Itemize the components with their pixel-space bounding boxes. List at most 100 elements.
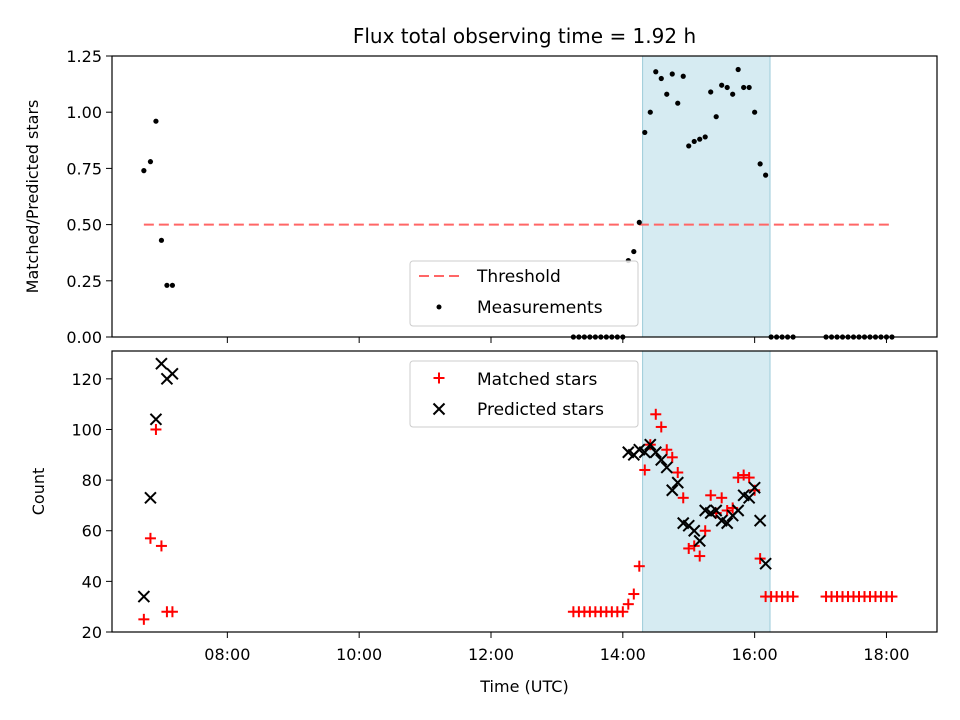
predicted-star-point bbox=[753, 514, 767, 527]
predicted-star-point bbox=[655, 453, 668, 467]
predicted-star-point bbox=[638, 446, 651, 459]
y-tick-label-bottom: 80 bbox=[82, 471, 102, 490]
matched-star-point bbox=[666, 451, 678, 463]
y-tick-label-bottom: 120 bbox=[71, 370, 102, 389]
x-tick-label: 18:00 bbox=[863, 645, 909, 664]
measurement-point bbox=[763, 172, 769, 178]
measurement-point bbox=[713, 114, 719, 120]
measurement-point bbox=[153, 118, 159, 124]
predicted-star-point bbox=[671, 476, 684, 489]
legend-predicted-swatch bbox=[432, 402, 446, 416]
matched-star-point bbox=[639, 464, 651, 476]
measurement-point bbox=[653, 69, 659, 75]
matched-star-point bbox=[622, 598, 634, 610]
x-tick-label: 12:00 bbox=[468, 645, 514, 664]
legend-predicted-label: Predicted stars bbox=[477, 400, 604, 420]
legend-top-box bbox=[409, 260, 639, 327]
predicted-star-point bbox=[742, 491, 756, 505]
x-tick-label: 08:00 bbox=[204, 645, 250, 664]
legend-matched-swatch bbox=[433, 372, 445, 384]
y-tick-label-top: 0.75 bbox=[66, 159, 102, 178]
measurement-point bbox=[724, 84, 730, 91]
matched-star-point bbox=[683, 542, 695, 554]
top-panel: 0.00 0.25 0.50 0.75 1.00 1.25 Flux total obse… bbox=[23, 24, 938, 347]
measurement-point bbox=[631, 248, 637, 255]
legend-bottom-box bbox=[409, 360, 639, 428]
chart-title: Flux total observing time = 1.92 h bbox=[353, 24, 696, 48]
legend-matched-label: Matched stars bbox=[477, 370, 597, 390]
measurement-point bbox=[664, 91, 670, 97]
matched-star-point bbox=[716, 492, 728, 504]
matched-star-point bbox=[886, 591, 898, 603]
x-tick-label: 14:00 bbox=[600, 645, 646, 664]
measurement-point bbox=[636, 219, 642, 225]
predicted-star-point bbox=[137, 590, 151, 603]
matched-star-point bbox=[144, 532, 156, 544]
predicted-star-point bbox=[660, 461, 673, 474]
measurement-point bbox=[147, 159, 154, 165]
measurement-point bbox=[164, 282, 170, 288]
legend-predicted-marker bbox=[432, 402, 446, 416]
matched-star-point bbox=[743, 472, 755, 484]
measurement-point bbox=[647, 109, 653, 115]
predicted-star-point bbox=[149, 413, 163, 426]
legend-matched-marker bbox=[433, 372, 445, 384]
y-tick-label-top: 0.00 bbox=[66, 328, 102, 347]
predicted-star-point bbox=[155, 357, 168, 370]
measurement-point bbox=[741, 84, 747, 91]
y-tick-label-top: 1.00 bbox=[66, 103, 102, 122]
y-axis-label-bottom: Count bbox=[29, 468, 48, 516]
predicted-star-point bbox=[731, 504, 745, 517]
legend-bottom: Matched stars Predicted stars bbox=[409, 360, 639, 428]
matched-star-point bbox=[699, 525, 711, 537]
measurement-point bbox=[158, 237, 165, 243]
measurement-point bbox=[675, 100, 681, 106]
matched-star-point bbox=[694, 550, 706, 562]
matched-star-point bbox=[738, 469, 750, 481]
legend-measurements-swatch bbox=[436, 304, 442, 310]
measurement-point bbox=[735, 66, 741, 73]
matched-star-point bbox=[732, 472, 744, 484]
measurement-point bbox=[757, 161, 763, 167]
x-axis-label: Time (UTC) bbox=[479, 677, 568, 696]
measurement-point bbox=[669, 71, 675, 77]
bottom-panel: 20 40 60 80 100 120 08:00 10:00 12:00 14:00 16:00… bbox=[29, 350, 938, 696]
measurement-point bbox=[746, 84, 752, 91]
y-ticks-top: 0.00 0.25 0.50 0.75 1.00 1.25 bbox=[66, 47, 112, 347]
matched-star-point bbox=[628, 588, 640, 600]
predicted-star-point bbox=[748, 481, 761, 494]
y-ticks-bottom: 20 40 60 80 100 120 bbox=[71, 370, 112, 642]
matched-star-point bbox=[617, 606, 629, 618]
predicted-star-point bbox=[720, 516, 734, 530]
bottom-panel-frame bbox=[111, 350, 938, 633]
measurement-point bbox=[697, 136, 703, 142]
measurement-point bbox=[730, 91, 736, 97]
predicted-star-point bbox=[666, 484, 679, 497]
legend-top: Threshold Measurements bbox=[409, 260, 639, 327]
y-tick-label-top: 1.25 bbox=[66, 47, 102, 66]
matched-star-point bbox=[150, 423, 162, 435]
matched-star-point bbox=[672, 467, 684, 479]
matched-star-point bbox=[650, 408, 662, 420]
predicted-star-point bbox=[709, 504, 723, 517]
matched-star-point bbox=[655, 421, 667, 433]
y-tick-label-bottom: 100 bbox=[71, 420, 102, 439]
matched-star-point bbox=[787, 591, 799, 603]
matched-star-point bbox=[661, 444, 673, 456]
x-ticks-bottom: 08:00 10:00 12:00 14:00 16:00 18:00 bbox=[204, 632, 910, 664]
matched-star-point bbox=[677, 492, 689, 504]
matched-star-point bbox=[705, 489, 717, 501]
y-tick-label-bottom: 20 bbox=[82, 623, 102, 642]
measurement-point bbox=[702, 134, 708, 140]
predicted-star-point bbox=[166, 367, 179, 380]
predicted-star-point bbox=[144, 491, 157, 505]
y-tick-label-bottom: 40 bbox=[82, 572, 102, 591]
top-panel-frame bbox=[111, 55, 938, 338]
y-axis-label-top: Matched/Predicted stars bbox=[23, 100, 42, 294]
predicted-star-point bbox=[693, 534, 706, 548]
predicted-stars-points bbox=[137, 357, 772, 603]
measurement-point bbox=[719, 82, 725, 88]
matched-stars-points bbox=[138, 408, 898, 625]
